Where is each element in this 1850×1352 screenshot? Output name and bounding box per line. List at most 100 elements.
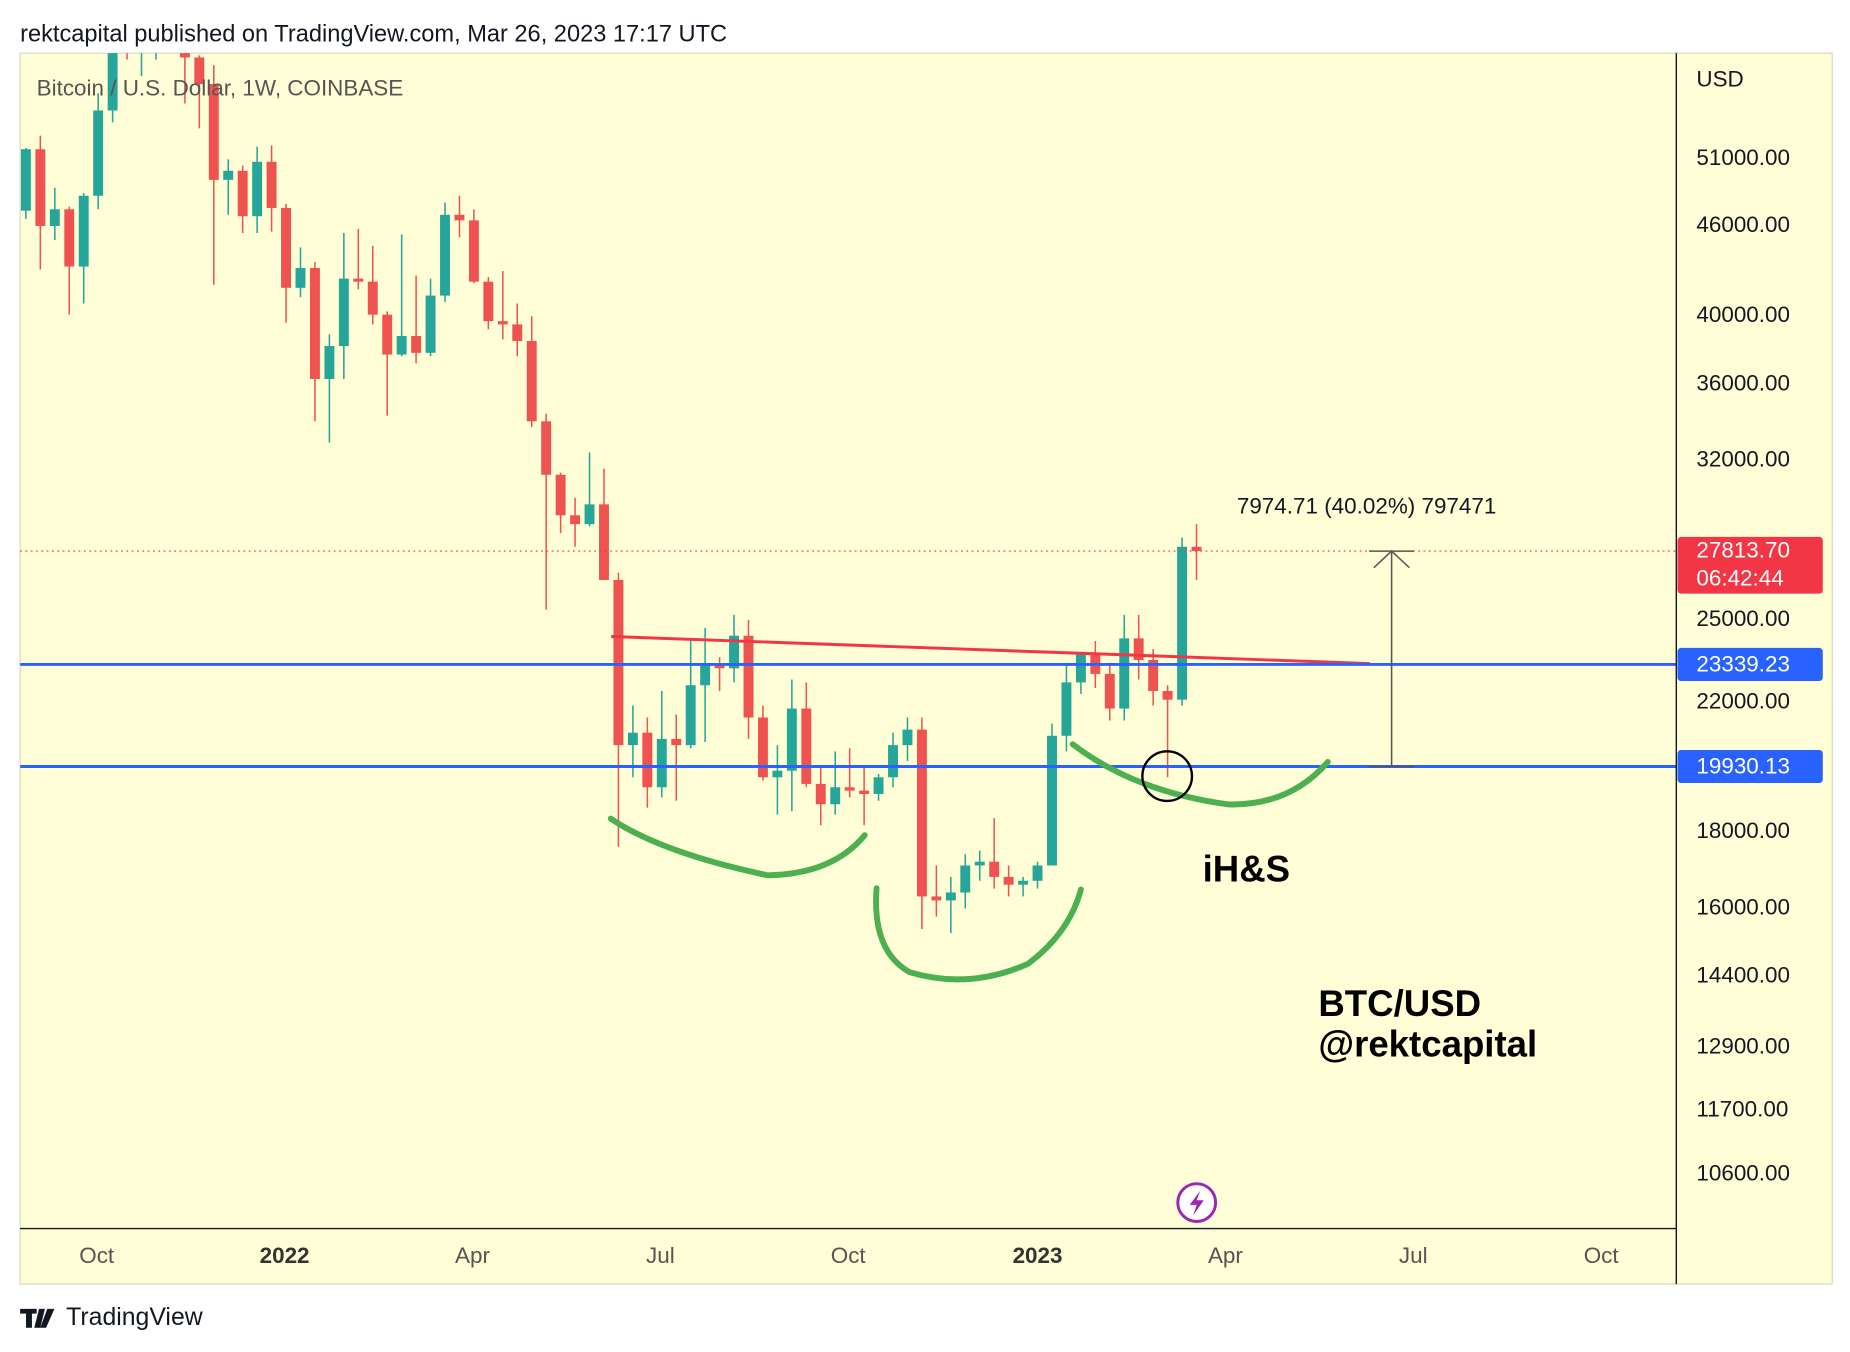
highlight-circle: [1141, 750, 1194, 803]
level-price-label: 23339.23: [1696, 652, 1790, 677]
symbol-title: Bitcoin / U.S. Dollar, 1W, COINBASE: [37, 76, 404, 101]
y-tick-label: 46000.00: [1696, 212, 1790, 237]
tradingview-logo: [20, 1308, 55, 1328]
candle-body: [107, 53, 118, 111]
shoulder-curve: [607, 815, 868, 879]
x-tick-label: Oct: [1584, 1243, 1620, 1268]
x-tick-label: Jul: [646, 1243, 675, 1268]
candle-body: [931, 896, 942, 901]
candle-body: [555, 474, 566, 516]
footer-brand: TradingView: [66, 1304, 203, 1331]
candle-body: [700, 665, 711, 686]
x-tick-label: Apr: [455, 1243, 490, 1268]
candle-body: [642, 732, 653, 788]
candle-body: [599, 504, 609, 580]
candle-body: [425, 295, 436, 353]
y-tick-label: 12900.00: [1696, 1034, 1790, 1059]
candle-body: [237, 170, 248, 217]
watermark-author: @rektcapital: [1318, 1023, 1537, 1064]
y-tick-label: 14400.00: [1696, 962, 1790, 987]
plot-area: [20, 0, 1677, 934]
candle-body: [353, 278, 364, 282]
candle-body: [1177, 546, 1188, 700]
candle-body: [382, 314, 393, 355]
bar-countdown: 06:42:44: [1696, 565, 1783, 590]
candle-body: [93, 110, 104, 196]
candle-body: [743, 635, 754, 718]
candle-body: [179, 53, 190, 58]
candle-body: [35, 149, 46, 226]
candle-body: [859, 790, 870, 794]
candle-body: [281, 207, 291, 288]
candle-body: [1104, 673, 1115, 709]
candle-body: [570, 515, 581, 525]
candle-body: [223, 170, 234, 180]
candle-body: [411, 335, 422, 353]
candle-body: [1191, 546, 1202, 552]
x-tick-label: Oct: [79, 1243, 115, 1268]
last-price-box: [1677, 536, 1823, 594]
pattern-label: iH&S: [1203, 848, 1290, 889]
event-icon-bolt: [1189, 1190, 1204, 1216]
candle-body: [1133, 638, 1144, 661]
level-price-box: [1677, 647, 1823, 681]
candle-body: [772, 770, 783, 778]
publish-header: rektcapital published on TradingView.com…: [20, 22, 727, 48]
candle-body: [844, 787, 855, 791]
y-tick-label: 36000.00: [1696, 370, 1790, 395]
candle-body: [888, 745, 898, 778]
candle-body: [512, 324, 523, 341]
candle-body: [295, 268, 306, 288]
candle-body: [541, 421, 552, 475]
candle-body: [613, 579, 624, 746]
y-tick-label: 22000.00: [1696, 689, 1790, 714]
candle-body: [1075, 654, 1086, 683]
candle-body: [757, 717, 768, 778]
candle-body: [266, 161, 277, 208]
y-tick-label: 32000.00: [1696, 446, 1790, 471]
candle-body: [252, 161, 263, 217]
candle-body: [830, 787, 841, 805]
candle-body: [454, 214, 465, 221]
candle-body: [526, 340, 537, 422]
currency-label: USD: [1696, 66, 1743, 91]
candle-body: [1061, 682, 1072, 736]
y-tick-label: 10600.00: [1696, 1160, 1790, 1185]
candle-body: [1047, 735, 1057, 866]
candle-body: [20, 149, 31, 211]
y-tick-label: 18000.00: [1696, 818, 1790, 843]
candle-body: [324, 346, 335, 380]
candle-body: [1003, 876, 1014, 885]
candle-body: [714, 665, 725, 669]
trendline: [611, 635, 1370, 666]
candle-body: [309, 268, 320, 380]
candle-body: [989, 861, 1000, 877]
measure-label: 7974.71 (40.02%) 797471: [1237, 493, 1497, 518]
last-price-label: 27813.70: [1696, 538, 1790, 563]
candle-body: [194, 57, 205, 84]
y-tick-label: 16000.00: [1696, 894, 1790, 919]
candle-body: [208, 83, 219, 180]
candle-body: [1018, 880, 1029, 885]
overlay: 51000.00 46000.00 40000.00 36000.00 32000.00…: [79, 145, 1823, 1268]
candle-body: [786, 708, 797, 771]
watermark-pair: BTC/USD: [1318, 983, 1481, 1024]
candle-body: [685, 685, 696, 746]
candle-body: [1162, 690, 1173, 700]
candle-body: [627, 732, 638, 746]
y-tick-label: 51000.00: [1696, 145, 1790, 170]
chart-background: [19, 52, 1833, 1285]
candle-body: [916, 729, 927, 897]
candle-body: [729, 635, 740, 669]
candle-body: [338, 278, 349, 347]
candle-body: [64, 209, 75, 267]
candle-body: [873, 777, 884, 794]
y-tick-label: 40000.00: [1696, 302, 1790, 327]
measure-arrow: [1373, 550, 1410, 569]
candle-body: [440, 214, 450, 296]
candle-body: [960, 865, 971, 893]
candle-body: [801, 708, 812, 784]
candle-body: [815, 783, 826, 805]
candle-body: [165, 0, 175, 20]
